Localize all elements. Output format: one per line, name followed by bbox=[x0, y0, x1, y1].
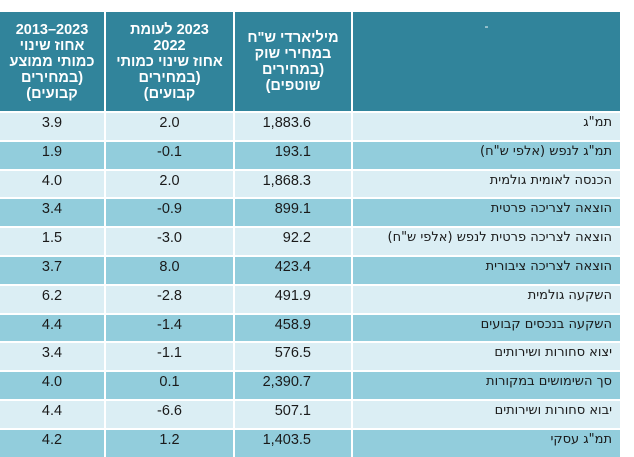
header-line: קבועים) bbox=[143, 85, 196, 102]
billions-cell: 1,883.6 bbox=[233, 111, 352, 141]
header-line: (במחירים bbox=[20, 69, 84, 86]
avg-change-cell: 1.9 bbox=[0, 139, 105, 170]
billions-cell: 92.2 bbox=[233, 226, 352, 256]
header-line: כמותי ממוצע bbox=[9, 53, 95, 70]
avg-change-cell: 4.0 bbox=[0, 168, 105, 199]
table-row: 1.5 -3.0 92.2 הוצאה לצריכה פרטית לנפש (אלפי… bbox=[0, 226, 620, 256]
row-label-cell: סך השימושים במקורות bbox=[351, 370, 620, 400]
billions-cell: 576.5 bbox=[233, 341, 352, 372]
table-row: 4.0 2.0 1,868.3 הכנסה לאומית גולמית bbox=[0, 168, 620, 199]
avg-change-cell: 4.0 bbox=[0, 370, 105, 400]
header-line: 2023–2013 bbox=[15, 21, 89, 38]
row-label-cell: יצוא סחורות ושירותים bbox=[351, 341, 620, 372]
avg-change-cell: 1.5 bbox=[0, 226, 105, 256]
change-2023-cell: -1.1 bbox=[104, 341, 234, 372]
header-line: שוטפים) bbox=[265, 77, 321, 94]
avg-change-cell: 3.4 bbox=[0, 197, 105, 228]
row-label-cell: הוצאה לצריכה פרטית bbox=[351, 197, 620, 228]
change-2023-cell: 0.1 bbox=[104, 370, 234, 400]
billions-cell: 2,390.7 bbox=[233, 370, 352, 400]
row-label-cell: הוצאה לצריכה ציבורית bbox=[351, 254, 620, 285]
billions-cell: 423.4 bbox=[233, 254, 352, 285]
change-2023-cell: 2.0 bbox=[104, 168, 234, 199]
row-label-cell: השקעה בנכסים קבועים bbox=[351, 312, 620, 343]
header-line: במחירי שוק bbox=[254, 45, 332, 62]
change-2023-cell: -6.6 bbox=[104, 398, 234, 429]
header-line: 2023 לעומת bbox=[130, 21, 209, 38]
table-row: 4.2 1.2 1,403.5 תמ"ג עסקי bbox=[0, 427, 620, 457]
avg-change-cell: 3.9 bbox=[0, 111, 105, 141]
table-row: 3.4 -0.9 899.1 הוצאה לצריכה פרטית bbox=[0, 197, 620, 228]
header-label: - bbox=[351, 12, 620, 112]
change-2023-cell: -0.1 bbox=[104, 139, 234, 170]
row-label-cell: תמ"ג עסקי bbox=[351, 427, 620, 457]
header-avg-change: 2023–2013 אחוז שינוי כמותי ממוצע (במחירי… bbox=[0, 12, 105, 112]
avg-change-cell: 4.4 bbox=[0, 398, 105, 429]
header-row: 2023–2013 אחוז שינוי כמותי ממוצע (במחירי… bbox=[0, 12, 620, 112]
table-row: 4.4 -6.6 507.1 יבוא סחורות ושירותים bbox=[0, 398, 620, 429]
row-label-cell: יבוא סחורות ושירותים bbox=[351, 398, 620, 429]
avg-change-cell: 3.4 bbox=[0, 341, 105, 372]
table-row: 3.7 8.0 423.4 הוצאה לצריכה ציבורית bbox=[0, 254, 620, 285]
table-row: 4.4 -1.4 458.9 השקעה בנכסים קבועים bbox=[0, 312, 620, 343]
header-line: (במחירים bbox=[138, 69, 201, 86]
table-row: 3.4 -1.1 576.5 יצוא סחורות ושירותים bbox=[0, 341, 620, 372]
billions-cell: 1,868.3 bbox=[233, 168, 352, 199]
header-line: אחוז שינוי bbox=[19, 37, 85, 54]
billions-cell: 899.1 bbox=[233, 197, 352, 228]
header-line: 2022 bbox=[153, 37, 186, 54]
table-row: 4.0 0.1 2,390.7 סך השימושים במקורות bbox=[0, 370, 620, 400]
header-line: אחוז שינוי כמותי bbox=[116, 53, 223, 70]
billions-cell: 458.9 bbox=[233, 312, 352, 343]
avg-change-cell: 4.4 bbox=[0, 312, 105, 343]
header-change-2023: 2023 לעומת 2022 אחוז שינוי כמותי (במחירי… bbox=[104, 12, 234, 112]
billions-cell: 507.1 bbox=[233, 398, 352, 429]
billions-cell: 193.1 bbox=[233, 139, 352, 170]
change-2023-cell: 2.0 bbox=[104, 111, 234, 141]
national-accounts-table: 2023–2013 אחוז שינוי כמותי ממוצע (במחירי… bbox=[0, 12, 620, 457]
avg-change-cell: 4.2 bbox=[0, 427, 105, 457]
change-2023-cell: 1.2 bbox=[104, 427, 234, 457]
avg-change-cell: 3.7 bbox=[0, 254, 105, 285]
row-label-cell: הכנסה לאומית גולמית bbox=[351, 168, 620, 199]
header-line: קבועים) bbox=[26, 85, 78, 102]
table-row: 3.9 2.0 1,883.6 תמ"ג bbox=[0, 111, 620, 141]
row-label-cell: הוצאה לצריכה פרטית לנפש (אלפי ש"ח) bbox=[351, 226, 620, 256]
change-2023-cell: -3.0 bbox=[104, 226, 234, 256]
table-row: 6.2 -2.8 491.9 השקעה גולמית bbox=[0, 283, 620, 314]
row-label-cell: תמ"ג לנפש (אלפי ש"ח) bbox=[351, 139, 620, 170]
header-line: מיליארדי ש"ח bbox=[247, 29, 339, 46]
row-label-cell: תמ"ג bbox=[351, 111, 620, 141]
change-2023-cell: -1.4 bbox=[104, 312, 234, 343]
header-line: (במחירים bbox=[261, 61, 325, 78]
avg-change-cell: 6.2 bbox=[0, 283, 105, 314]
change-2023-cell: -0.9 bbox=[104, 197, 234, 228]
change-2023-cell: -2.8 bbox=[104, 283, 234, 314]
billions-cell: 1,403.5 bbox=[233, 427, 352, 457]
table-row: 1.9 -0.1 193.1 תמ"ג לנפש (אלפי ש"ח) bbox=[0, 139, 620, 170]
change-2023-cell: 8.0 bbox=[104, 254, 234, 285]
header-billions: מיליארדי ש"ח במחירי שוק (במחירים שוטפים) bbox=[233, 12, 352, 112]
billions-cell: 491.9 bbox=[233, 283, 352, 314]
row-label-cell: השקעה גולמית bbox=[351, 283, 620, 314]
